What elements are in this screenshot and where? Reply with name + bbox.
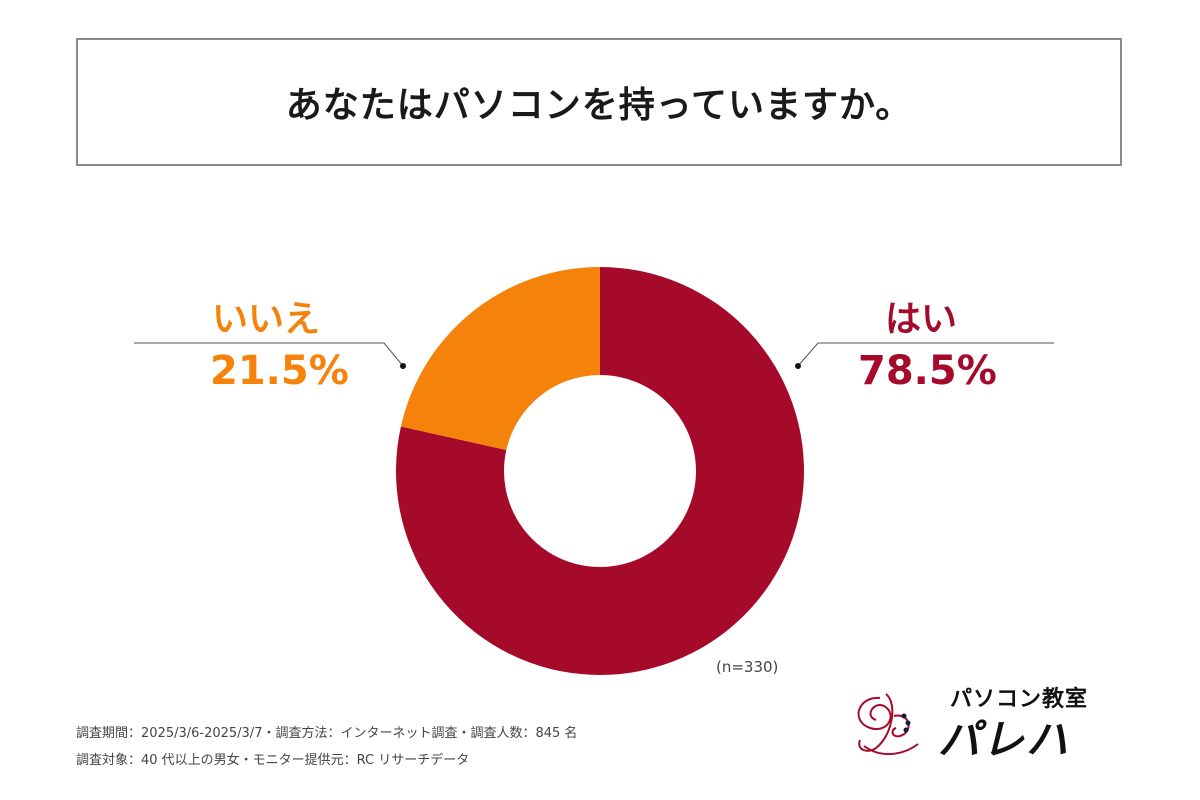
chart-title: あなたはパソコンを持っていますか。 bbox=[285, 85, 913, 126]
donut-slice-yes bbox=[396, 267, 805, 676]
category-label-no: いいえ bbox=[212, 299, 321, 340]
logo-name: パレハ bbox=[938, 715, 1071, 764]
leader-dot-yes bbox=[795, 363, 801, 369]
footnote-survey-method: 調査期間：2025/3/6-2025/3/7・調査方法：インターネット調査・調査… bbox=[76, 726, 578, 741]
logo-emblem-icon bbox=[857, 693, 919, 755]
leader-line-no bbox=[134, 342, 406, 369]
leader-dot-no bbox=[400, 363, 406, 369]
logo-tagline: パソコン教室 bbox=[950, 687, 1089, 712]
category-label-yes: はい bbox=[885, 299, 958, 340]
sample-size-note: (n=330) bbox=[716, 658, 779, 676]
donut-slices bbox=[396, 267, 805, 676]
title-box: あなたはパソコンを持っていますか。 bbox=[76, 38, 1122, 166]
footnote-survey-target: 調査対象：40 代以上の男女・モニター提供元：RC リサーチデータ bbox=[76, 753, 470, 768]
donut-slice-no bbox=[400, 267, 600, 451]
value-label-no: 21.5% bbox=[210, 348, 349, 394]
value-label-yes: 78.5% bbox=[858, 348, 997, 394]
leader-line-yes bbox=[795, 342, 1054, 369]
